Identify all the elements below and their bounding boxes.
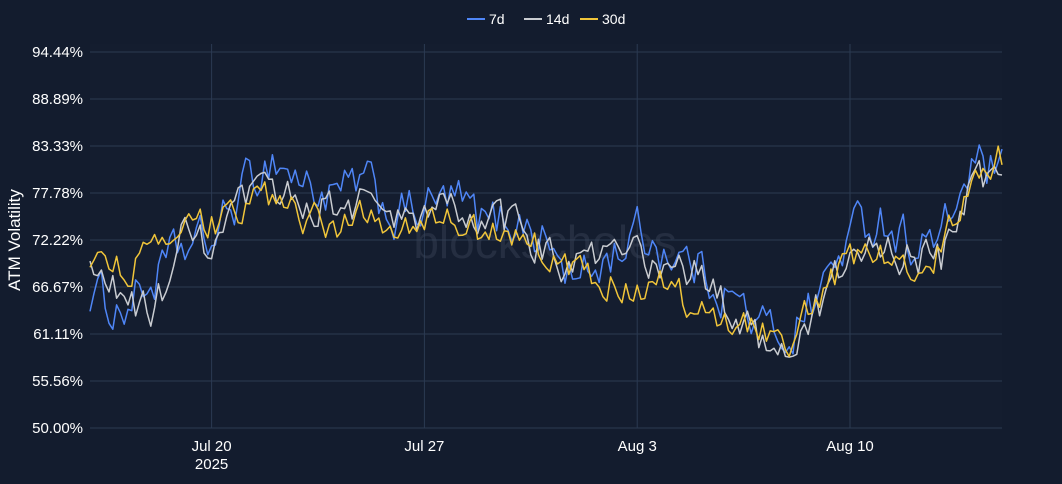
legend-label-14d: 14d (546, 11, 569, 27)
series-line-14d (89, 159, 1003, 358)
y-tick-label: 50.00% (32, 420, 83, 437)
legend: 7d 14d 30d (467, 11, 625, 27)
y-tick-label: 83.33% (32, 138, 83, 155)
series-line-30d (89, 145, 1003, 358)
y-tick-label: 77.78% (32, 185, 83, 202)
series-line-7d (89, 144, 1003, 355)
gridlines (90, 44, 1002, 429)
series-lines (89, 144, 1003, 358)
y-tick-label: 88.89% (32, 91, 83, 108)
y-tick-label: 94.44% (32, 44, 83, 61)
y-tick-label: 61.11% (33, 326, 83, 343)
y-axis-title: ATM Volatility (5, 189, 24, 291)
y-tick-labels: 50.00% 55.56% 61.11% 66.67% 72.22% 77.78% 83.3… (32, 44, 83, 437)
x-tick-label: Jul 27 (404, 438, 444, 455)
y-tick-label: 72.22% (32, 232, 83, 249)
x-tick-label: Jul 20 (192, 438, 232, 455)
x-tick-sublabel: 2025 (195, 456, 228, 473)
legend-label-30d: 30d (602, 11, 625, 27)
y-tick-label: 66.67% (32, 279, 83, 296)
x-tick-label: Aug 10 (826, 438, 874, 455)
x-tick-label: Aug 3 (618, 438, 657, 455)
y-tick-label: 55.56% (32, 373, 83, 390)
legend-label-7d: 7d (489, 11, 505, 27)
